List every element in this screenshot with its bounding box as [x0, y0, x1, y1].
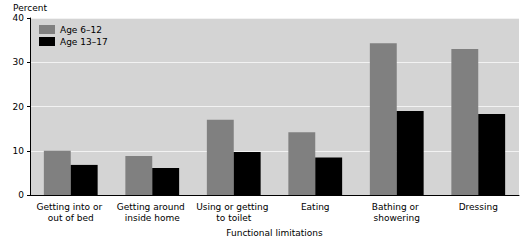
svg-text:Bathing or: Bathing or [372, 202, 422, 212]
svg-text:10: 10 [13, 146, 25, 156]
svg-text:to toilet: to toilet [216, 213, 251, 223]
svg-text:Using or getting: Using or getting [196, 202, 271, 212]
svg-text:Dressing: Dressing [459, 202, 498, 212]
svg-text:Eating: Eating [301, 202, 330, 212]
svg-text:Getting around: Getting around [117, 202, 188, 212]
svg-text:40: 40 [13, 13, 25, 23]
svg-text:inside home: inside home [125, 213, 180, 223]
svg-text:30: 30 [13, 57, 25, 67]
svg-text:Age 6–12: Age 6–12 [60, 25, 102, 35]
svg-text:Getting into or: Getting into or [36, 202, 105, 212]
svg-text:Functional limitations: Functional limitations [226, 228, 323, 238]
svg-text:20: 20 [13, 102, 25, 112]
svg-text:out of bed: out of bed [48, 213, 94, 223]
svg-text:showering: showering [374, 213, 420, 223]
svg-text:Age 13–17: Age 13–17 [60, 37, 108, 47]
svg-text:Percent: Percent [13, 3, 47, 13]
svg-text:0: 0 [18, 190, 24, 200]
